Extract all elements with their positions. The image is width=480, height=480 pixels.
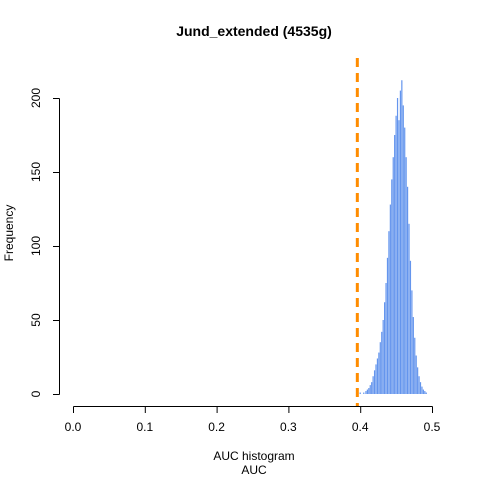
histogram-bar [385,283,387,394]
histogram-bar [378,352,380,394]
histogram-bar [366,389,368,394]
histogram-bar [371,382,373,394]
histogram-bar [408,223,410,394]
histogram-bar [392,157,394,394]
y-tick-label: 100 [29,236,43,256]
x-tick-label: 0.2 [208,420,225,434]
x-tick-label: 0.1 [136,420,153,434]
histogram-bar [412,317,414,394]
x-axis-sublabel: AUC [241,463,267,477]
histogram-bar [382,320,384,394]
x-ticks: 0.0 0.1 0.2 0.3 0.4 0.5 [65,406,441,434]
histogram-bar [415,355,417,394]
y-tick-label: 150 [29,162,43,182]
histogram-bar [373,370,376,394]
histogram-bar [363,392,365,394]
histogram-bar [399,90,402,394]
histogram-bar [425,392,427,394]
histogram-bar [384,302,386,394]
y-tick-label: 50 [29,313,43,327]
histogram-bar [417,367,419,394]
histogram-bar [372,376,374,394]
histogram-bar [359,392,361,394]
histogram-bar [411,290,413,394]
histogram-bar [376,358,379,394]
histogram-bar [388,231,390,394]
histogram-bar [395,115,397,394]
histogram-bar [365,391,367,394]
histogram-bar [418,376,420,394]
histogram-bar [424,391,426,394]
histogram-bar [386,257,389,394]
x-tick-label: 0.5 [424,420,441,434]
histogram-bars [359,80,427,395]
histogram-bar [389,204,391,394]
histogram-bar [396,98,399,394]
x-tick-label: 0.4 [352,420,369,434]
histogram-bar [369,385,371,394]
histogram-bar [404,127,406,394]
x-tick-label: 0.0 [65,420,82,434]
histogram-bar [419,382,422,394]
histogram-bar [422,389,424,394]
histogram-bar [368,388,370,394]
histogram-bar [401,80,403,395]
histogram-bar [398,120,400,394]
chart-title: Jund_extended (4535g) [176,23,332,39]
y-tick-label: 0 [29,390,43,397]
histogram-bar [406,186,409,394]
x-tick-label: 0.3 [280,420,297,434]
histogram-bar [421,386,423,394]
histogram-bar [414,337,416,394]
histogram-bar [402,105,404,395]
histogram-bar [381,331,383,394]
histogram-bar [409,260,412,394]
histogram-bar [375,364,377,394]
histogram-bar [379,342,381,394]
histogram-bar [394,135,396,394]
y-axis-label: Frequency [2,205,16,262]
y-tick-label: 200 [29,88,43,108]
y-ticks: 0 50 100 150 200 [29,88,60,397]
histogram-bar [405,157,407,394]
histogram-bar [391,179,393,394]
x-axis-label: AUC histogram [213,449,294,463]
